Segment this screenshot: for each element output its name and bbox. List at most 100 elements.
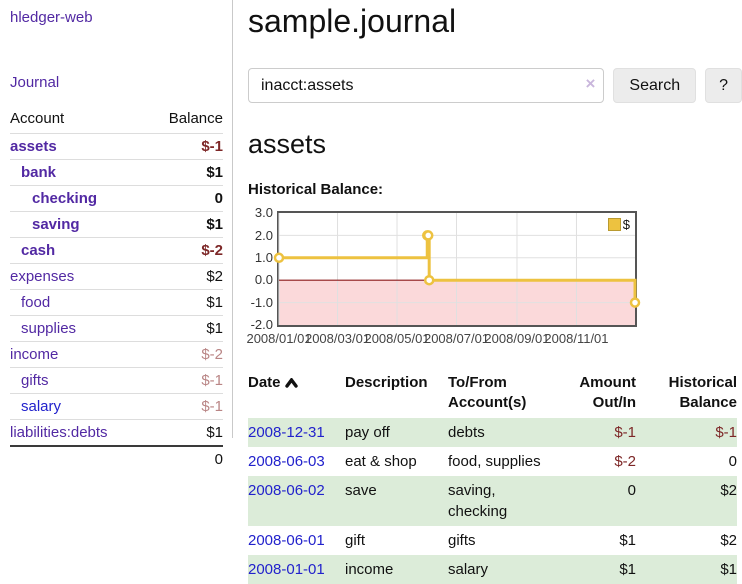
account-row: salary $-1	[10, 393, 223, 420]
account-row: checking 0	[10, 185, 223, 212]
y-tick-label: 2.0	[254, 227, 273, 243]
x-tick-label: 2008/09/01	[484, 331, 550, 347]
account-row: income $-2	[10, 341, 223, 368]
chart-canvas	[273, 213, 641, 326]
x-tick-label: 2008/07/01	[423, 331, 490, 347]
chart-label: Historical Balance:	[248, 181, 384, 199]
transaction-date-cell: 2008-06-02	[248, 476, 345, 526]
account-link-salary[interactable]: salary	[21, 398, 62, 415]
x-tick-label: 2008/05/01	[364, 331, 430, 347]
transaction-amount-cell: 0	[627, 481, 636, 499]
transaction-date-cell: 2008-01-01	[248, 555, 345, 584]
register-table: Date Description To/From Account(s) Amou…	[248, 370, 737, 584]
account-balance: 0	[214, 190, 223, 207]
amount-column-header: Amount Out/In	[579, 374, 636, 412]
account-link-assets[interactable]: assets	[10, 138, 57, 155]
account-title: assets	[248, 129, 327, 160]
table-row: 2008-01-01 income salary $1 $1	[248, 554, 737, 584]
transaction-amount-cell: $1	[619, 560, 636, 578]
sidebar-total-row: 0	[10, 446, 223, 472]
y-tick-label: -1.0	[250, 294, 273, 310]
transaction-description-cell: save	[345, 481, 377, 499]
legend-label: $	[622, 217, 630, 233]
transaction-description-cell: gift	[345, 531, 366, 549]
account-balance: $-1	[201, 372, 223, 389]
transaction-accounts-cell: food, supplies	[448, 452, 541, 470]
transaction-date-link[interactable]: 2008-12-31	[248, 423, 325, 441]
account-link-gifts[interactable]: gifts	[21, 372, 49, 389]
accounts-column-header: Account	[10, 110, 65, 127]
help-button[interactable]: ?	[705, 68, 742, 104]
account-balance: $2	[206, 268, 223, 285]
table-row: 2008-06-01 gift gifts $1 $2	[248, 526, 737, 555]
account-link-saving[interactable]: saving	[32, 216, 80, 233]
main-content: sample.journal × Search ? assets Histori…	[246, 0, 742, 584]
account-balance: $-2	[201, 242, 223, 259]
sidebar: hledger-web Journal Account Balance asse…	[0, 0, 233, 468]
chart-legend: $	[607, 217, 630, 233]
app-brand-link[interactable]: hledger-web	[10, 9, 93, 26]
account-link-expenses[interactable]: expenses	[10, 268, 75, 285]
x-tick-label: 2008/01/01	[246, 331, 312, 347]
y-tick-label: 0.0	[254, 272, 273, 288]
transaction-date-link[interactable]: 2008-06-03	[248, 452, 325, 470]
account-row: supplies $1	[10, 315, 223, 342]
account-link-cash[interactable]: cash	[21, 242, 56, 259]
search-input[interactable]	[248, 68, 605, 104]
description-column-header: Description	[345, 374, 428, 392]
table-row: 2008-06-02 save saving, checking 0 $2	[248, 475, 737, 526]
nav-journal-link[interactable]: Journal	[10, 74, 60, 91]
transaction-balance-cell: $1	[720, 560, 737, 578]
balance-column-header-main: Historical Balance	[668, 374, 737, 412]
account-link-bank[interactable]: bank	[21, 164, 57, 181]
search-input-wrap: ×	[248, 68, 605, 104]
sidebar-total-value: 0	[214, 451, 223, 468]
y-tick-label: -2.0	[250, 317, 273, 333]
accounts-column-header-main: To/From Account(s)	[448, 374, 527, 412]
table-row: 2008-12-31 pay off debts $-1 $-1	[248, 417, 737, 447]
transaction-accounts-cell: debts	[448, 423, 485, 441]
transaction-description-cell: income	[345, 560, 394, 578]
account-balance: $1	[206, 294, 223, 311]
page-title: sample.journal	[248, 3, 457, 39]
account-row: assets $-1	[10, 133, 223, 160]
account-link-food[interactable]: food	[21, 294, 51, 311]
account-row: gifts $-1	[10, 367, 223, 394]
account-link-checking[interactable]: checking	[32, 190, 98, 207]
transaction-balance-cell: $2	[720, 531, 737, 549]
account-link-income[interactable]: income	[10, 346, 59, 363]
account-row: liabilities:debts $1	[10, 419, 223, 447]
table-row: 2008-06-03 eat & shop food, supplies $-2 0	[248, 447, 737, 476]
transaction-date-cell: 2008-06-03	[248, 447, 345, 476]
account-row: food $1	[10, 289, 223, 316]
transaction-description-cell: eat & shop	[345, 452, 417, 470]
clear-search-icon[interactable]: ×	[585, 74, 596, 94]
transaction-date-link[interactable]: 2008-06-01	[248, 531, 325, 549]
search-button[interactable]: Search	[613, 68, 697, 104]
transaction-accounts-cell: salary	[448, 560, 489, 578]
sort-ascending-icon	[284, 378, 298, 388]
transaction-date-cell: 2008-06-01	[248, 526, 345, 555]
account-balance: $-2	[201, 346, 223, 363]
historical-balance-chart: 3.0 2.0 1.0 0.0 -1.0 -2.0 $ 2008/01/01 2008/03…	[240, 205, 641, 347]
account-row: bank $1	[10, 159, 223, 186]
transaction-date-link[interactable]: 2008-01-01	[248, 560, 325, 578]
transaction-description-cell: pay off	[345, 423, 390, 441]
account-row: saving $1	[10, 211, 223, 238]
register-header-row: Date Description To/From Account(s) Amou…	[248, 370, 737, 418]
transaction-balance-cell: $-1	[715, 423, 737, 441]
y-tick-label: 3.0	[254, 205, 273, 221]
x-tick-label: 2008/03/01	[304, 331, 371, 347]
transaction-balance-cell: 0	[728, 452, 737, 470]
account-balance: $1	[206, 164, 223, 181]
date-column-header[interactable]: Date	[248, 370, 345, 418]
transaction-accounts-cell: saving, checking	[448, 481, 508, 520]
account-balance: $1	[206, 424, 223, 441]
chart-plot-area: $	[273, 211, 641, 328]
account-link-liabilities-debts[interactable]: liabilities:debts	[10, 424, 108, 441]
transaction-date-link[interactable]: 2008-06-02	[248, 481, 325, 499]
transaction-date-cell: 2008-12-31	[248, 418, 345, 447]
account-balance: $-1	[201, 138, 223, 155]
account-link-supplies[interactable]: supplies	[21, 320, 77, 337]
account-row: expenses $2	[10, 263, 223, 290]
